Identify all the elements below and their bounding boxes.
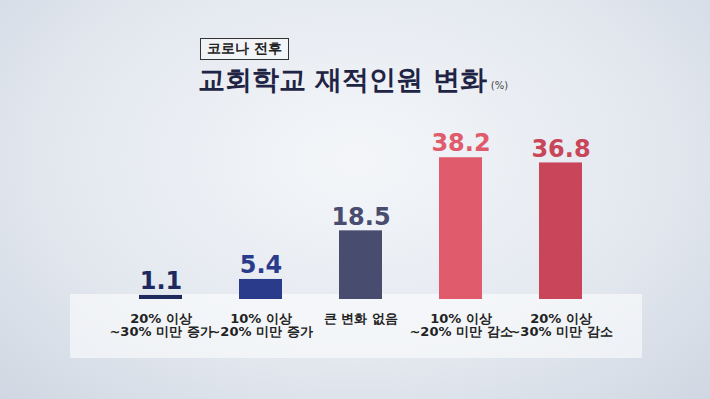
svg-text:5.4: 5.4	[240, 251, 283, 279]
svg-text:20% 이상~30% 미만 증가: 20% 이상~30% 미만 증가	[109, 311, 212, 339]
svg-text:10% 이상~20% 미만 증가: 10% 이상~20% 미만 증가	[209, 311, 312, 339]
html-text:코로나 전후: 코로나 전후	[207, 40, 282, 56]
svg-text:큰 변화 없음: 큰 변화 없음	[324, 311, 398, 326]
svg-text:18.5: 18.5	[331, 203, 390, 231]
svg-text:36.8: 36.8	[531, 135, 590, 163]
svg-text:20% 이상~30% 미만 감소: 20% 이상~30% 미만 감소	[509, 311, 612, 339]
svg-text:10% 이상~20% 미만 감소: 10% 이상~20% 미만 감소	[409, 311, 512, 339]
svg-text:1.1: 1.1	[140, 267, 183, 295]
html-text:교회학교 재적인원 변화: 교회학교 재적인원 변화	[198, 64, 487, 95]
svg-text:38.2: 38.2	[431, 129, 490, 157]
